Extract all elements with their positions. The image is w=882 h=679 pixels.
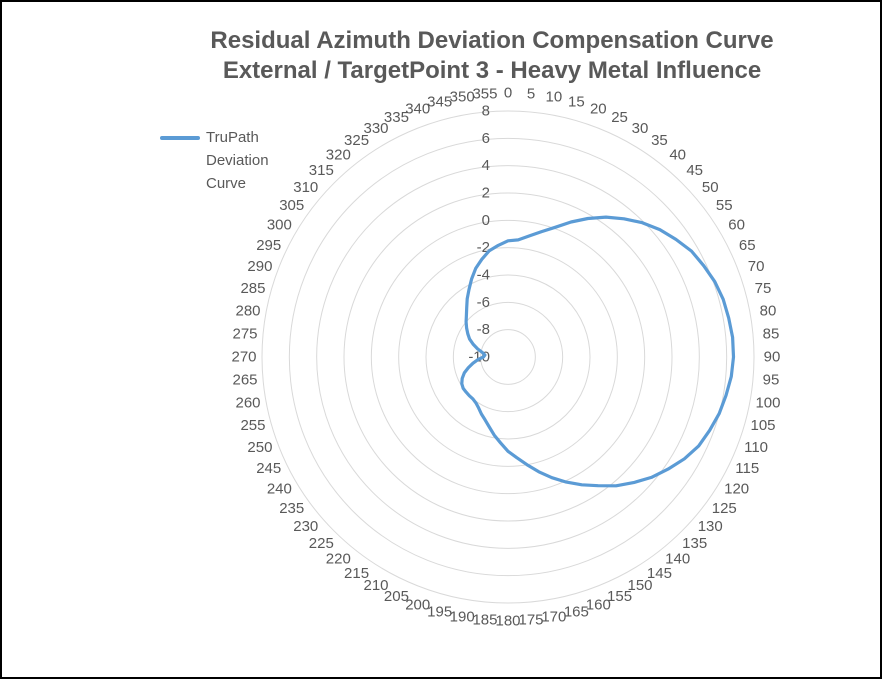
angle-label-340: 340 xyxy=(405,100,430,117)
angle-label-275: 275 xyxy=(232,325,257,342)
angle-label-55: 55 xyxy=(716,197,733,214)
angle-label-320: 320 xyxy=(326,146,351,163)
angle-label-175: 175 xyxy=(518,611,543,628)
angle-label-105: 105 xyxy=(750,417,775,434)
angle-label-265: 265 xyxy=(232,372,257,389)
angle-label-260: 260 xyxy=(235,394,260,411)
angle-label-170: 170 xyxy=(541,608,566,625)
angle-label-220: 220 xyxy=(326,551,351,568)
angle-label-45: 45 xyxy=(686,162,703,179)
angle-label-15: 15 xyxy=(568,93,585,110)
angle-label-165: 165 xyxy=(564,604,589,621)
angle-label-245: 245 xyxy=(256,460,281,477)
angle-label-5: 5 xyxy=(527,86,535,103)
radial-tick-label-5: 0 xyxy=(482,212,490,229)
angle-label-270: 270 xyxy=(231,349,256,366)
angle-label-35: 35 xyxy=(651,132,668,149)
angle-label-80: 80 xyxy=(760,303,777,320)
radial-tick-label-2: -6 xyxy=(477,294,490,311)
angle-label-240: 240 xyxy=(267,481,292,498)
angle-label-285: 285 xyxy=(240,280,265,297)
grid-circle-5 xyxy=(370,219,646,495)
angle-label-210: 210 xyxy=(363,577,388,594)
angle-label-235: 235 xyxy=(279,500,304,517)
chart-title-line-1: Residual Azimuth Deviation Compensation … xyxy=(210,27,774,54)
angle-label-40: 40 xyxy=(669,146,686,163)
radial-tick-label-9: 8 xyxy=(482,103,490,120)
angle-label-85: 85 xyxy=(763,325,780,342)
angle-label-190: 190 xyxy=(450,608,475,625)
chart-title-line-2: External / TargetPoint 3 - Heavy Metal I… xyxy=(222,57,762,84)
angle-label-115: 115 xyxy=(735,460,759,477)
chart-title: Residual Azimuth Deviation Compensation … xyxy=(92,26,880,86)
angle-label-140: 140 xyxy=(665,551,690,568)
angle-label-205: 205 xyxy=(384,588,409,605)
angle-label-50: 50 xyxy=(702,179,719,196)
angle-label-70: 70 xyxy=(748,258,765,275)
series-line-trupath-deviation-curve xyxy=(460,215,736,488)
grid-circle-3 xyxy=(425,274,591,440)
grid-circle-9 xyxy=(261,110,755,604)
radial-tick-label-3: -4 xyxy=(477,267,490,284)
angle-label-225: 225 xyxy=(309,535,334,552)
angle-label-20: 20 xyxy=(590,100,607,117)
angle-label-310: 310 xyxy=(293,179,318,196)
angle-label-330: 330 xyxy=(363,120,388,137)
angle-label-200: 200 xyxy=(405,597,430,614)
angle-label-75: 75 xyxy=(755,280,772,297)
grid-circle-8 xyxy=(288,137,728,577)
angle-label-100: 100 xyxy=(755,394,780,411)
angle-label-180: 180 xyxy=(495,613,520,630)
angle-label-300: 300 xyxy=(267,217,292,234)
radial-tick-label-1: -8 xyxy=(477,321,490,338)
angle-label-325: 325 xyxy=(344,132,369,149)
angle-label-25: 25 xyxy=(611,109,628,126)
angle-label-250: 250 xyxy=(247,439,272,456)
grid-circle-7 xyxy=(316,165,700,549)
angle-label-150: 150 xyxy=(627,577,652,594)
angle-label-65: 65 xyxy=(739,237,756,254)
angle-label-280: 280 xyxy=(235,303,260,320)
radial-tick-label-8: 6 xyxy=(482,130,490,147)
radial-tick-label-6: 2 xyxy=(482,185,490,202)
angle-label-155: 155 xyxy=(607,588,632,605)
angle-label-255: 255 xyxy=(240,417,265,434)
legend-label: TruPath Deviation Curve xyxy=(206,129,269,192)
angle-label-195: 195 xyxy=(427,604,452,621)
angle-label-185: 185 xyxy=(472,611,497,628)
angle-label-130: 130 xyxy=(698,518,723,535)
radial-tick-label-7: 4 xyxy=(482,157,490,174)
grid-circle-4 xyxy=(398,247,618,467)
angle-label-30: 30 xyxy=(632,120,649,137)
angle-label-215: 215 xyxy=(344,565,369,582)
angle-label-0: 0 xyxy=(504,85,512,102)
grid-circle-6 xyxy=(343,192,673,522)
angle-label-110: 110 xyxy=(744,439,768,456)
angle-label-355: 355 xyxy=(472,86,497,103)
angle-label-120: 120 xyxy=(724,481,749,498)
legend-line-swatch xyxy=(160,136,200,140)
angle-label-95: 95 xyxy=(763,372,780,389)
angle-label-315: 315 xyxy=(309,162,334,179)
angle-label-90: 90 xyxy=(764,349,781,366)
angle-label-290: 290 xyxy=(247,258,272,275)
angle-label-10: 10 xyxy=(545,89,562,106)
angle-label-135: 135 xyxy=(682,535,707,552)
angle-label-305: 305 xyxy=(279,197,304,214)
angle-label-350: 350 xyxy=(450,89,475,106)
angle-label-145: 145 xyxy=(647,565,672,582)
angle-label-335: 335 xyxy=(384,109,409,126)
angle-label-230: 230 xyxy=(293,518,318,535)
angle-label-125: 125 xyxy=(712,500,737,517)
angle-label-160: 160 xyxy=(586,597,611,614)
angle-label-345: 345 xyxy=(427,93,452,110)
angle-label-60: 60 xyxy=(728,217,745,234)
angle-label-295: 295 xyxy=(256,237,281,254)
grid-circle-2 xyxy=(452,301,564,413)
